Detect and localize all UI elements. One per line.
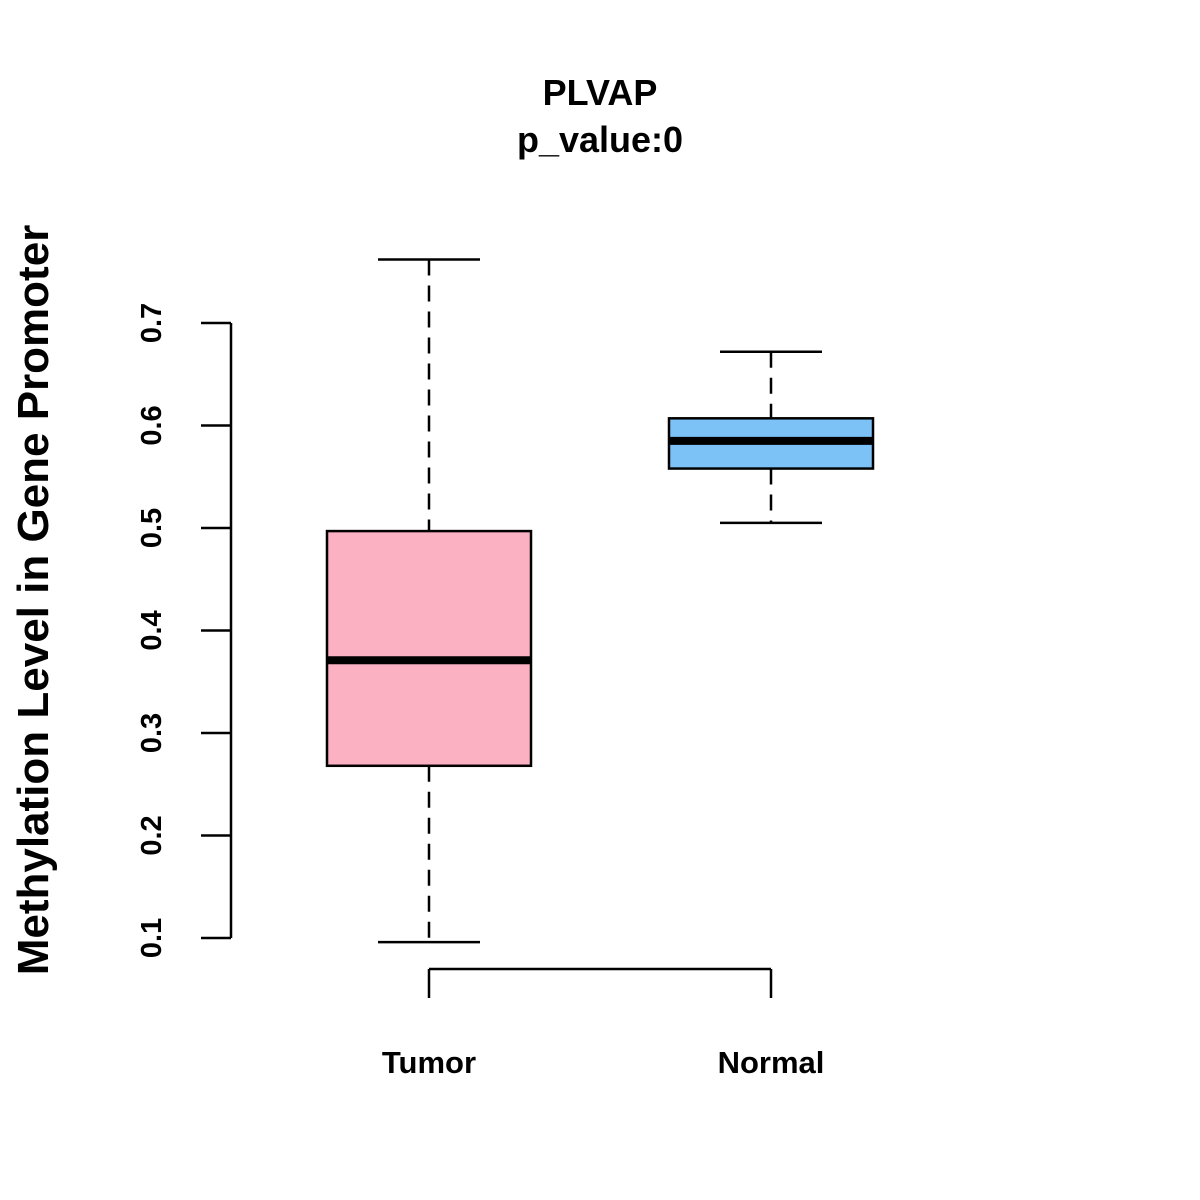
box-normal xyxy=(667,350,875,525)
y-tick-label: 0.5 xyxy=(136,508,168,548)
boxes xyxy=(325,258,875,944)
x-tick-label-normal: Normal xyxy=(718,1045,825,1080)
chart-subtitle: p_value:0 xyxy=(517,119,683,160)
x-axis: Tumor Normal xyxy=(382,967,825,1080)
y-tick-label: 0.1 xyxy=(136,918,168,958)
chart-title: PLVAP xyxy=(543,72,658,113)
y-axis: 0.1 0.2 0.3 0.4 0.5 0.6 0.7 xyxy=(136,303,233,958)
box-tumor xyxy=(325,258,533,944)
y-tick-label: 0.7 xyxy=(136,303,168,343)
x-tick-label-tumor: Tumor xyxy=(382,1045,476,1080)
y-tick-label: 0.2 xyxy=(136,815,168,855)
y-tick-label: 0.4 xyxy=(136,610,168,650)
y-tick-label: 0.3 xyxy=(136,713,168,753)
iqr-box xyxy=(325,529,533,768)
y-tick-label: 0.6 xyxy=(136,405,168,445)
y-axis-label: Methylation Level in Gene Promoter xyxy=(9,225,58,976)
